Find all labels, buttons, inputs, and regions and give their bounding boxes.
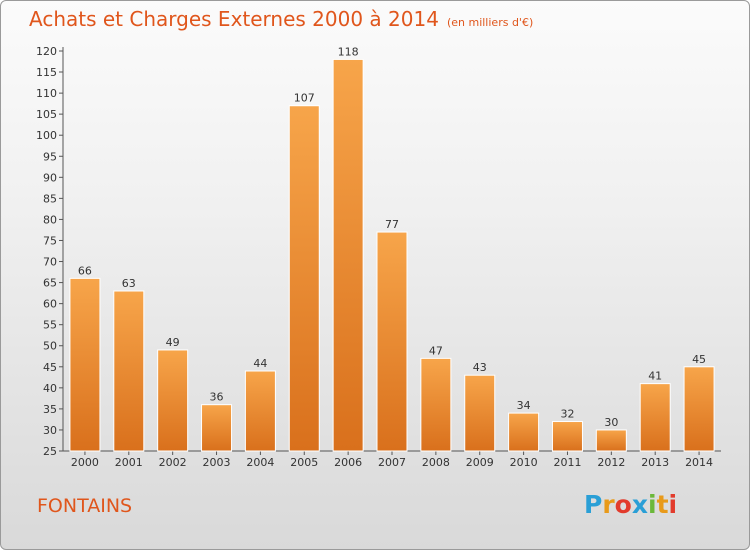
y-tick-label: 100 xyxy=(36,129,57,142)
bar xyxy=(464,374,496,452)
y-tick-label: 120 xyxy=(36,45,57,58)
bar xyxy=(244,370,276,452)
bar xyxy=(288,105,320,452)
logo-letter: i xyxy=(648,490,657,519)
y-tick-label: 60 xyxy=(43,298,57,311)
logo-letter: P xyxy=(584,490,603,519)
logo-letter: t xyxy=(656,490,669,519)
data-label: 41 xyxy=(648,370,662,383)
y-tick-label: 45 xyxy=(43,361,57,374)
x-tick-label: 2007 xyxy=(378,456,406,469)
x-tick-label: 2002 xyxy=(159,456,187,469)
x-tick-label: 2008 xyxy=(422,456,450,469)
chart-unit-text: (en milliers d'€) xyxy=(446,16,534,29)
x-tick-label: 2010 xyxy=(510,456,538,469)
logo-letter: r xyxy=(602,490,615,519)
x-tick-label: 2009 xyxy=(466,456,494,469)
y-tick-label: 30 xyxy=(43,424,57,437)
data-label: 34 xyxy=(517,399,531,412)
data-label: 47 xyxy=(429,344,443,357)
bar xyxy=(69,277,101,452)
proxiti-logo[interactable]: Proxiti xyxy=(584,490,677,519)
y-tick-label: 70 xyxy=(43,256,57,269)
x-tick-label: 2011 xyxy=(553,456,581,469)
bar xyxy=(201,404,233,452)
y-tick-label: 80 xyxy=(43,213,57,226)
y-tick-label: 25 xyxy=(43,445,57,458)
y-tick-label: 50 xyxy=(43,340,57,353)
bar xyxy=(551,421,583,452)
x-tick-label: 2006 xyxy=(334,456,362,469)
x-tick-label: 2005 xyxy=(290,456,318,469)
x-tick-label: 2000 xyxy=(71,456,99,469)
y-tick-label: 40 xyxy=(43,382,57,395)
x-tick-label: 2004 xyxy=(246,456,274,469)
y-tick-label: 75 xyxy=(43,234,57,247)
logo-letter: x xyxy=(631,490,648,519)
bar xyxy=(332,58,364,452)
y-tick-label: 35 xyxy=(43,403,57,416)
data-label: 49 xyxy=(166,336,180,349)
y-tick-label: 95 xyxy=(43,150,57,163)
x-tick-label: 2003 xyxy=(203,456,231,469)
data-label: 32 xyxy=(560,408,574,421)
data-label: 107 xyxy=(294,92,315,105)
data-label: 44 xyxy=(253,357,267,370)
data-label: 43 xyxy=(473,361,487,374)
bars-group: 66 63 49 36 44 107 118 77 47 43 34 32 30 41 45 xyxy=(69,45,715,452)
bar xyxy=(157,349,189,452)
x-tick-label: 2012 xyxy=(597,456,625,469)
data-label: 118 xyxy=(338,45,359,58)
bar xyxy=(508,412,540,452)
logo-letter: o xyxy=(614,490,632,519)
bar xyxy=(113,290,145,452)
bar xyxy=(683,366,715,452)
data-label: 45 xyxy=(692,353,706,366)
x-tick-label: 2014 xyxy=(685,456,713,469)
chart-axes: 25 30 35 40 45 50 55 60 65 70 75 80 85 90 95 100 105 110 1… xyxy=(36,45,721,469)
y-tick-label: 115 xyxy=(36,66,57,79)
bar xyxy=(376,231,408,452)
y-tick-label: 85 xyxy=(43,192,57,205)
chart-title-text: Achats et Charges Externes 2000 à 2014 xyxy=(29,7,439,31)
data-label: 66 xyxy=(78,264,92,277)
data-label: 63 xyxy=(122,277,136,290)
y-tick-label: 65 xyxy=(43,277,57,290)
bar xyxy=(595,429,627,452)
data-label: 30 xyxy=(604,416,618,429)
x-tick-label: 2001 xyxy=(115,456,143,469)
chart-title: Achats et Charges Externes 2000 à 2014 (e… xyxy=(29,7,533,31)
y-tick-label: 105 xyxy=(36,108,57,121)
logo-letter: i xyxy=(668,490,678,519)
data-label: 36 xyxy=(210,391,224,404)
bar xyxy=(420,357,452,452)
place-name: FONTAINS xyxy=(37,495,133,517)
bar xyxy=(639,383,671,452)
data-label: 77 xyxy=(385,218,399,231)
x-tick-label: 2013 xyxy=(641,456,669,469)
y-tick-label: 110 xyxy=(36,87,57,100)
y-tick-label: 55 xyxy=(43,319,57,332)
y-tick-label: 90 xyxy=(43,171,57,184)
